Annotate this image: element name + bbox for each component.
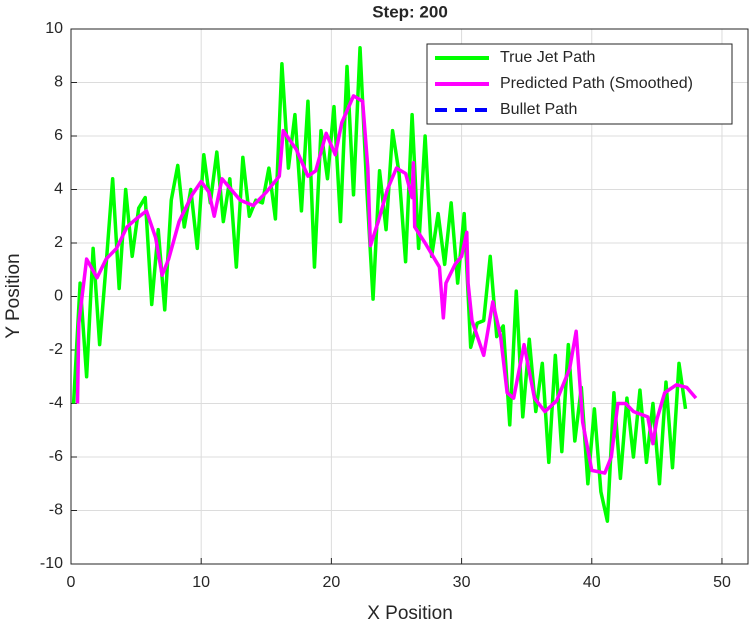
y-tick-label: 6 [54, 127, 63, 144]
y-tick-label: 0 [54, 288, 63, 305]
axes-box [70, 28, 749, 565]
x-tick-label: 50 [713, 574, 731, 591]
x-tick-label: 30 [453, 574, 471, 591]
x-tick-label: 20 [322, 574, 340, 591]
chart-title: Step: 200 [372, 2, 448, 21]
y-tick-label: -2 [49, 341, 63, 358]
legend-label: True Jet Path [500, 49, 595, 66]
y-tick-label: -4 [49, 395, 63, 412]
x-tick-label: 40 [583, 574, 601, 591]
x-tick-label: 0 [67, 574, 76, 591]
x-axis-label: X Position [367, 603, 453, 624]
x-tick-label: 10 [192, 574, 210, 591]
y-tick-label: 2 [54, 234, 63, 251]
series-line [75, 94, 698, 475]
legend-label: Predicted Path (Smoothed) [500, 75, 693, 92]
y-tick-label: 8 [54, 74, 63, 91]
y-tick-label: -10 [40, 555, 63, 572]
y-tick-label: -8 [49, 502, 63, 519]
y-tick-label: -6 [49, 448, 63, 465]
y-tick-label: 10 [45, 20, 63, 37]
legend-label: Bullet Path [500, 101, 577, 118]
y-tick-label: 4 [54, 181, 63, 198]
y-axis-label: Y Position [3, 253, 24, 338]
